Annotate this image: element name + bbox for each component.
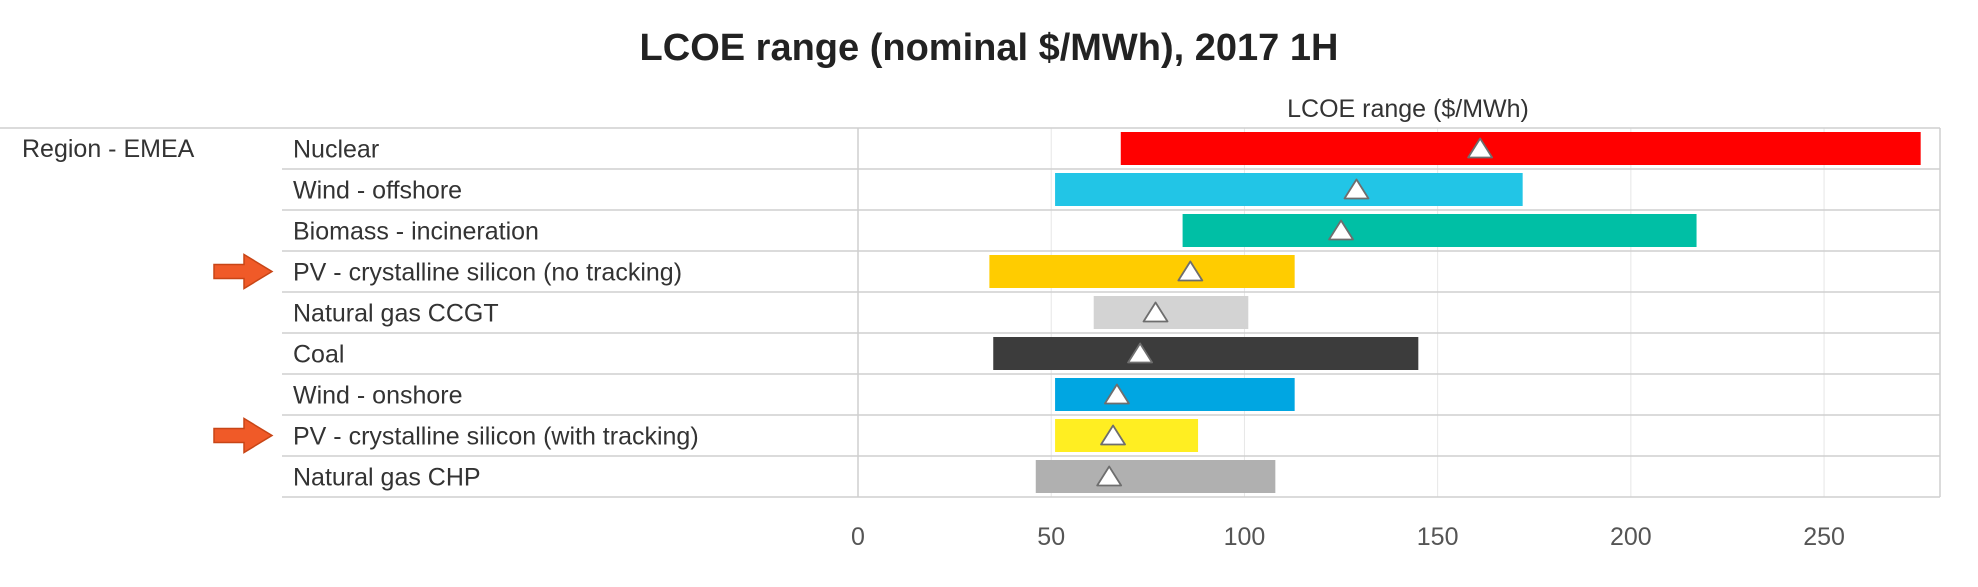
- category-label: Biomass - incineration: [293, 218, 539, 246]
- range-bar: [1055, 378, 1295, 411]
- tick-label: 250: [1803, 523, 1845, 551]
- region-label: Region - EMEA: [22, 135, 195, 163]
- category-row: Nuclear: [293, 132, 1921, 165]
- category-row: Wind - offshore: [293, 173, 1523, 206]
- range-bar: [1055, 419, 1199, 452]
- category-label: PV - crystalline silicon (no tracking): [293, 259, 682, 287]
- chart-title: LCOE range (nominal $/MWh), 2017 1H: [640, 27, 1339, 69]
- tick-label: 100: [1224, 523, 1266, 551]
- tick-label: 150: [1417, 523, 1459, 551]
- range-bar: [1093, 296, 1249, 329]
- midpoint-marker: [1127, 342, 1153, 364]
- grid-layer: [0, 127, 1941, 498]
- highlight-arrow-icon: [213, 253, 274, 290]
- category-row: PV - crystalline silicon (with tracking): [213, 417, 1199, 454]
- category-label: Natural gas CHP: [293, 464, 481, 492]
- midpoint-marker: [1467, 137, 1494, 159]
- midpoint-marker: [1096, 465, 1123, 487]
- tick-label: 0: [851, 523, 865, 551]
- ticks-layer: 0 50 100 150 200 250: [851, 523, 1845, 551]
- tick-label: 200: [1610, 523, 1652, 551]
- range-bar: [993, 337, 1419, 370]
- category-row: Natural gas CCGT: [293, 296, 1249, 329]
- category-label: Natural gas CCGT: [293, 300, 499, 328]
- highlight-arrow-icon: [213, 417, 274, 454]
- rows-layer: Nuclear Wind - offshore Biomass - incinera…: [213, 132, 1921, 493]
- range-bar: [1035, 460, 1276, 493]
- midpoint-marker: [1343, 178, 1370, 200]
- category-label: PV - crystalline silicon (with tracking): [293, 423, 699, 451]
- category-row: Natural gas CHP: [293, 460, 1276, 493]
- midpoint-marker: [1328, 219, 1354, 241]
- midpoint-marker: [1177, 260, 1204, 282]
- category-row: Coal: [293, 337, 1419, 370]
- category-label: Coal: [293, 341, 344, 369]
- midpoint-marker: [1100, 424, 1126, 446]
- category-label: Nuclear: [293, 136, 379, 164]
- category-row: Wind - onshore: [293, 378, 1295, 411]
- midpoint-marker: [1104, 383, 1130, 405]
- range-bar: [1120, 132, 1921, 165]
- range-bar: [1182, 214, 1697, 247]
- category-row: PV - crystalline silicon (no tracking): [213, 253, 1295, 290]
- category-row: Biomass - incineration: [293, 214, 1697, 247]
- category-label: Wind - offshore: [293, 177, 462, 205]
- range-bar: [1055, 173, 1523, 206]
- axis-title: LCOE range ($/MWh): [1287, 95, 1529, 123]
- midpoint-marker: [1142, 301, 1169, 323]
- tick-label: 50: [1037, 523, 1065, 551]
- range-bar: [989, 255, 1295, 288]
- category-label: Wind - onshore: [293, 382, 463, 410]
